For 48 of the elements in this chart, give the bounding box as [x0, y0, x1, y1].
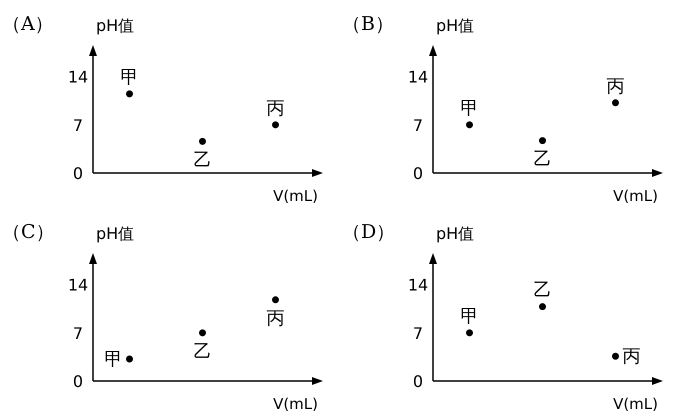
series-label: 甲	[460, 306, 478, 327]
x-axis-title: V(mL)	[613, 187, 658, 205]
point	[612, 99, 619, 106]
y-tick-label: 14	[68, 68, 88, 87]
y-tick-label: 0	[412, 164, 424, 183]
x-axis-title: V(mL)	[273, 395, 318, 413]
chart-title: （B）	[342, 13, 394, 35]
series-label: 丙	[606, 76, 624, 97]
y-tick-label: 7	[72, 116, 84, 135]
y-axis-title: pH值	[436, 224, 474, 243]
point	[539, 303, 546, 310]
series-label: 丙	[266, 308, 284, 329]
y-tick-label: 0	[72, 164, 84, 183]
y-tick-label: 7	[412, 324, 424, 343]
point	[126, 355, 133, 362]
series-label: 乙	[534, 280, 552, 301]
y-tick-label: 7	[72, 324, 84, 343]
chart-title: （D）	[342, 221, 396, 243]
series-label: 甲	[120, 66, 138, 88]
point	[272, 296, 279, 304]
y-tick-label: 14	[408, 68, 428, 87]
y-axis-title: pH值	[96, 16, 134, 35]
series-label: 丙	[266, 98, 284, 119]
point	[199, 138, 206, 145]
point	[199, 329, 206, 336]
series-label: 甲	[104, 348, 122, 370]
series-label: 甲	[460, 98, 478, 119]
y-tick-label: 14	[408, 276, 428, 295]
y-tick-label: 7	[412, 116, 424, 135]
y-tick-label: 0	[72, 372, 84, 391]
point	[466, 329, 473, 336]
x-axis-title: V(mL)	[273, 187, 318, 205]
series-label: 乙	[534, 148, 552, 170]
x-axis-title: V(mL)	[613, 395, 658, 413]
y-axis-title: pH值	[436, 16, 474, 35]
point	[612, 352, 619, 360]
series-label: 乙	[194, 340, 212, 362]
series-label: 乙	[194, 149, 212, 170]
y-axis-title: pH值	[96, 224, 134, 243]
point	[272, 121, 279, 128]
y-tick-label: 0	[412, 372, 424, 391]
chart-title: （C）	[2, 221, 55, 243]
series-label: 丙	[622, 346, 640, 368]
chart-title: （A）	[2, 13, 54, 35]
point	[126, 90, 133, 98]
point	[539, 137, 546, 144]
point	[466, 121, 473, 128]
y-tick-label: 14	[68, 276, 88, 295]
